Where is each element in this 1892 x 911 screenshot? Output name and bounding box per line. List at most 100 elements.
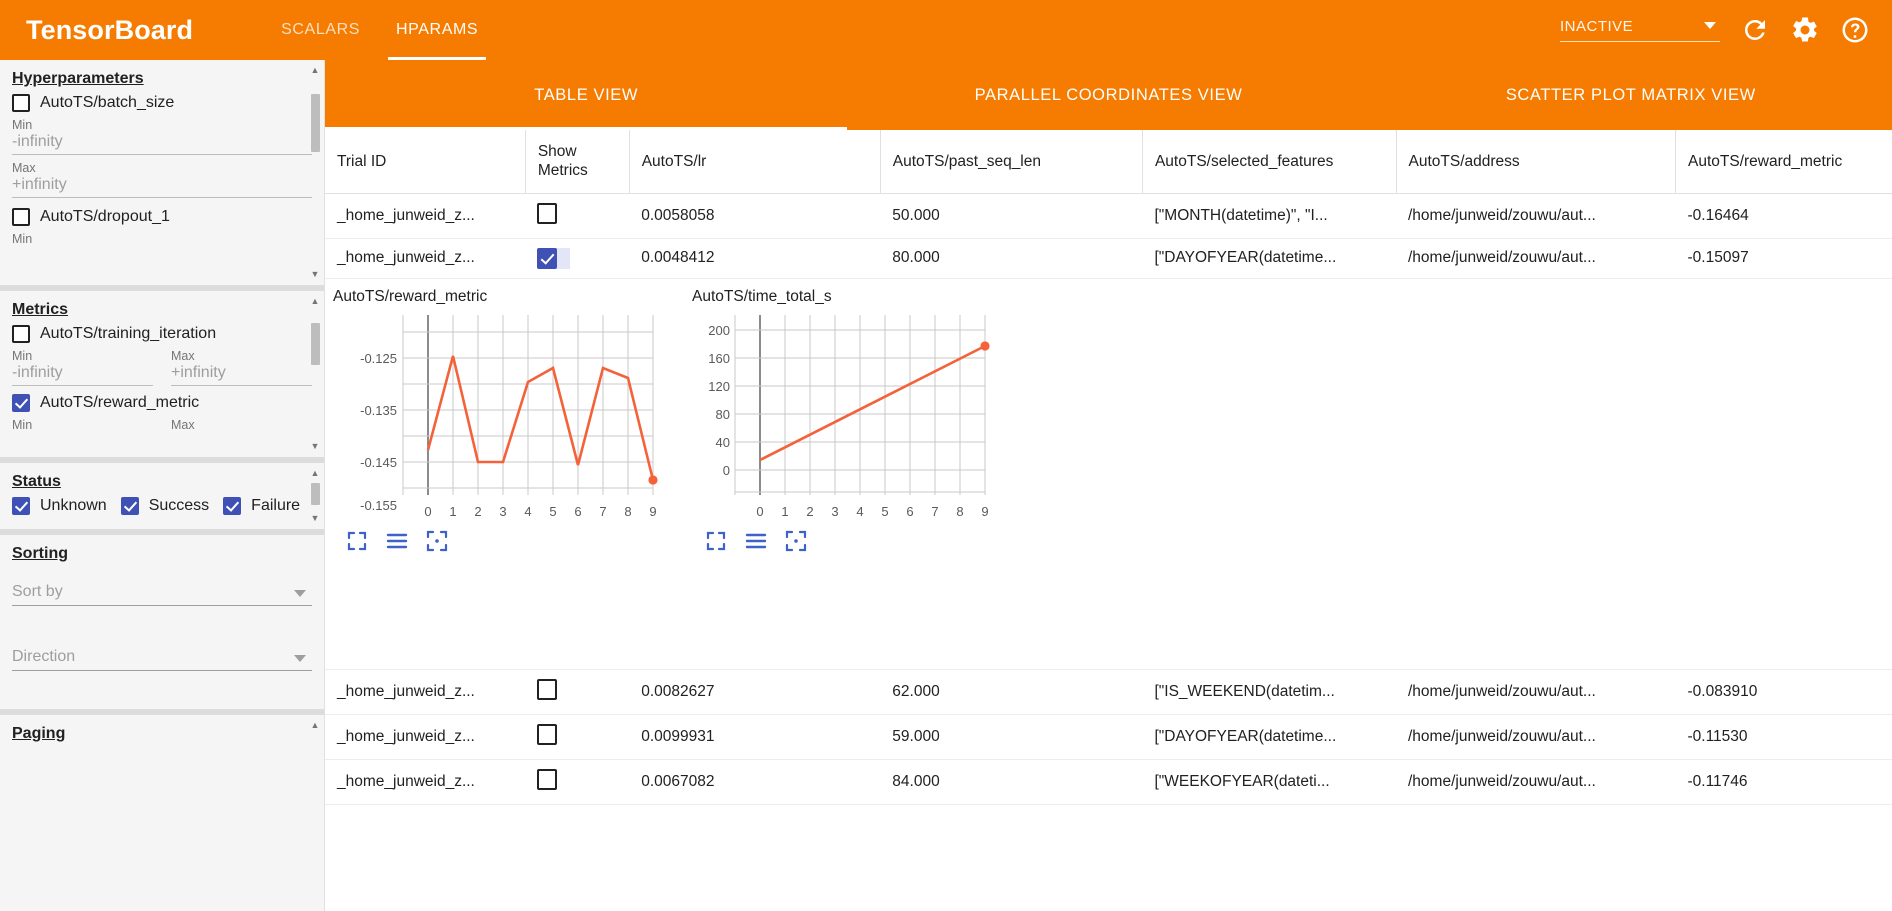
cell-selected-features: ["DAYOFYEAR(datetime... [1142,238,1396,279]
hparam-checkbox-dropout-1[interactable] [12,208,30,226]
col-header-address[interactable]: AutoTS/address [1396,130,1676,194]
section-resize-grip[interactable] [145,710,179,713]
section-resize-grip[interactable] [145,458,179,461]
cell-show-metrics[interactable] [525,669,630,715]
cell-show-metrics[interactable] [525,238,630,279]
metric-min-field-training-iteration[interactable]: Min -infinity [12,349,153,386]
scroll-up-arrow-icon[interactable]: ▲ [310,296,320,306]
hparam-item-dropout-1[interactable]: AutoTS/dropout_1 [12,204,312,230]
tab-scalars[interactable]: SCALARS [281,21,361,38]
table-row[interactable]: _home_junweid_z... 0.0048412 80.000 ["DA… [325,238,1892,279]
tab-table-view[interactable]: TABLE VIEW [325,60,848,130]
svg-text:4: 4 [524,504,531,519]
col-header-show-metrics[interactable]: Show Metrics [525,130,630,194]
scroll-down-arrow-icon[interactable]: ▼ [310,441,320,451]
chart-time-total-s: AutoTS/time_total_s [690,285,1035,555]
cell-trial-id: _home_junweid_z... [325,714,526,760]
chart-svg-reward-metric[interactable]: -0.125 -0.135 -0.145 -0.155 [331,310,676,525]
scrollbar-thumb[interactable] [311,323,320,365]
cell-selected-features: ["MONTH(datetime)", "I... [1142,193,1396,239]
table-head: Trial ID Show Metrics AutoTS/lr AutoTS/p… [325,130,1892,194]
metric-max-field-training-iteration[interactable]: Max +infinity [171,349,312,386]
status-item-failure[interactable]: Failure [223,493,300,519]
show-metrics-checkbox[interactable] [537,768,558,790]
metric-checkbox-reward-metric[interactable] [12,394,30,412]
scroll-down-arrow-icon[interactable]: ▼ [310,513,320,523]
table-row[interactable]: _home_junweid_z... 0.0067082 84.000 ["WE… [325,759,1892,805]
col-header-trial-id[interactable]: Trial ID [325,130,526,194]
fullscreen-expand-icon[interactable] [704,529,728,553]
settings-gear-icon[interactable] [1790,15,1820,45]
table-row[interactable]: _home_junweid_z... 0.0099931 59.000 ["DA… [325,714,1892,760]
cell-trial-id: _home_junweid_z... [325,669,526,715]
direction-select[interactable]: Direction [12,648,312,671]
show-metrics-checkbox[interactable] [537,723,558,745]
tab-parallel-coordinates-view[interactable]: PARALLEL COORDINATES VIEW [974,85,1243,104]
svg-text:160: 160 [708,351,730,366]
sort-by-select[interactable]: Sort by [12,583,312,606]
metric-item-reward-metric[interactable]: AutoTS/reward_metric [12,390,312,416]
metric-checkbox-training-iteration[interactable] [12,325,30,343]
status-item-success[interactable]: Success [120,493,209,519]
section-resize-grip[interactable] [145,286,179,289]
chart-title-reward-metric: AutoTS/reward_metric [333,287,488,305]
cell-show-metrics[interactable] [525,193,630,239]
fit-to-data-icon[interactable] [784,529,808,553]
col-header-past-seq-len[interactable]: AutoTS/past_seq_len [880,130,1143,194]
hparam-min-field-dropout-1[interactable]: Min [12,232,312,246]
list-lines-icon[interactable] [744,529,768,553]
scrollbar-thumb[interactable] [311,94,320,152]
col-header-lr[interactable]: AutoTS/lr [629,130,881,194]
chart-svg-time-total-s[interactable]: 200 160 120 80 40 0 [690,310,1035,525]
metric-max-field-reward-metric[interactable]: Max [171,418,312,433]
hparam-min-field-batch-size[interactable]: Min -infinity [12,118,312,155]
col-header-reward-metric[interactable]: AutoTS/reward_metric [1675,130,1892,194]
table-row[interactable]: _home_junweid_z... 0.0082627 62.000 ["IS… [325,669,1892,715]
cell-show-metrics[interactable] [525,714,630,760]
list-lines-icon[interactable] [385,529,409,553]
svg-text:5: 5 [549,504,556,519]
cell-reward-metric: -0.083910 [1675,669,1892,715]
cell-show-metrics[interactable] [525,759,630,805]
table-row[interactable]: _home_junweid_z... 0.0058058 50.000 ["MO… [325,193,1892,239]
tab-hparams[interactable]: HPARAMS [378,0,496,60]
svg-text:9: 9 [649,504,656,519]
scrollbar-thumb[interactable] [311,483,320,505]
show-metrics-checkbox[interactable] [537,247,558,269]
paging-scrollbar[interactable]: ▲ [308,721,322,905]
table-header-row: Trial ID Show Metrics AutoTS/lr AutoTS/p… [325,130,1892,194]
svg-text:8: 8 [624,504,631,519]
scroll-down-arrow-icon[interactable]: ▼ [310,269,320,279]
hparam-checkbox-batch-size[interactable] [12,94,30,112]
fullscreen-expand-icon[interactable] [345,529,369,553]
hparam-max-field-batch-size[interactable]: Max +infinity [12,161,312,198]
status-item-unknown[interactable]: Unknown [12,493,107,519]
status-checkbox-success[interactable] [120,497,139,515]
status-checkbox-failure[interactable] [223,497,242,515]
metric-item-training-iteration[interactable]: AutoTS/training_iteration [12,321,312,347]
col-header-selected-features[interactable]: AutoTS/selected_features [1142,130,1397,194]
hparams-table: Trial ID Show Metrics AutoTS/lr AutoTS/p… [325,130,1892,805]
metric-max-label-reward-metric: Max [171,418,195,432]
scroll-up-arrow-icon[interactable]: ▲ [310,65,320,75]
help-question-icon[interactable] [1840,15,1870,45]
metrics-scrollbar[interactable]: ▲ ▼ [308,297,322,451]
show-metrics-checkbox[interactable] [537,678,558,700]
section-resize-grip[interactable] [145,530,179,533]
hyperparameters-scrollbar[interactable]: ▲ ▼ [308,66,322,279]
scroll-up-arrow-icon[interactable]: ▲ [310,468,320,478]
svg-text:1: 1 [449,504,456,519]
scroll-up-arrow-icon[interactable]: ▲ [310,720,320,730]
fit-to-data-icon[interactable] [425,529,449,553]
status-scrollbar[interactable]: ▲ ▼ [308,469,322,523]
refresh-icon[interactable] [1740,15,1770,45]
tab-scatter-plot-matrix-view[interactable]: SCATTER PLOT MATRIX VIEW [1505,85,1756,104]
status-checkbox-unknown[interactable] [12,497,30,515]
show-metrics-checkbox[interactable] [537,202,558,224]
cell-address: /home/junweid/zouwu/aut... [1396,714,1676,760]
svg-text:4: 4 [856,504,863,519]
run-status-dropdown[interactable]: INACTIVE [1560,18,1720,42]
svg-text:3: 3 [499,504,506,519]
metric-min-field-reward-metric[interactable]: Min [12,418,153,433]
hparam-item-batch-size[interactable]: AutoTS/batch_size [12,90,312,116]
